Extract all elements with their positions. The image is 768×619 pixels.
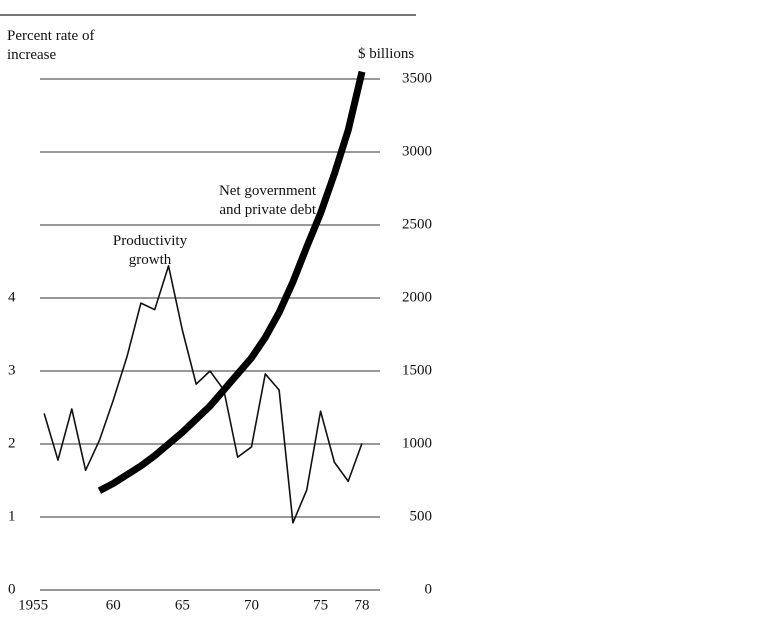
y2-tick-label: 2500 [402,216,432,232]
x-tick-label: 1955 [18,597,48,613]
series-line [43,265,363,524]
y2-tick-label: 3500 [402,70,432,86]
y-tick-label: 3 [8,362,16,378]
x-tick-label: 65 [175,597,190,613]
x-tick-label: 60 [106,597,121,613]
x-tick-label: 70 [244,597,259,613]
y2-tick-label: 2000 [402,289,432,305]
y2-tick-label: 3000 [402,143,432,159]
x-tick-label: 78 [355,597,370,613]
y2-tick-label: 1000 [402,435,432,451]
series-label: Productivity growth [112,233,188,268]
y2-tick-label: 0 [425,581,433,597]
y2-tick-label: 1500 [402,362,432,378]
y-tick-label: 4 [8,289,16,305]
y-tick-label: 0 [8,581,16,597]
y-axis-label: Percent rate of increase [7,28,95,63]
x-tick-label: 75 [313,597,328,613]
series-label: Net government and private debt [218,183,316,218]
y2-tick-label: 500 [410,508,433,524]
y2-axis-label: $ billions [358,46,415,62]
y-tick-label: 1 [8,508,16,524]
y-tick-label: 2 [8,435,16,451]
series-line [97,70,366,494]
